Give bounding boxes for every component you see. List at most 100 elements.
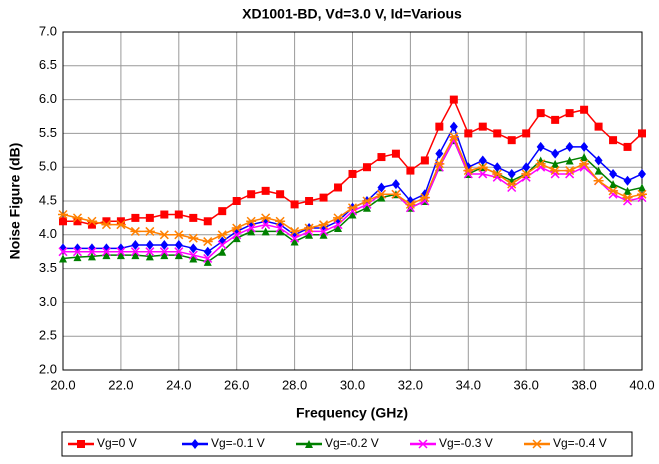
marker	[333, 213, 344, 223]
marker	[58, 209, 68, 220]
marker	[377, 193, 386, 202]
marker	[218, 207, 227, 216]
marker	[275, 216, 286, 226]
marker	[492, 169, 503, 179]
marker	[232, 197, 241, 205]
marker	[174, 251, 183, 260]
marker	[131, 239, 140, 250]
marker	[536, 109, 545, 118]
marker	[377, 153, 386, 162]
marker	[638, 183, 646, 192]
marker	[159, 247, 169, 257]
marker	[102, 251, 111, 260]
marker	[160, 210, 169, 219]
y-tick-label: 4.0	[39, 226, 57, 241]
marker	[246, 216, 257, 226]
marker	[564, 166, 575, 176]
marker	[174, 210, 183, 219]
marker	[638, 168, 646, 179]
marker	[87, 252, 96, 261]
marker	[405, 199, 416, 209]
marker	[348, 210, 357, 219]
marker	[348, 169, 357, 178]
marker	[116, 243, 125, 254]
marker	[522, 162, 531, 173]
marker	[362, 203, 371, 212]
marker	[622, 193, 633, 203]
marker	[87, 243, 96, 254]
x-axis-label: Frequency (GHz)	[296, 405, 408, 421]
marker	[477, 162, 488, 172]
marker	[145, 247, 155, 257]
marker	[73, 217, 82, 226]
y-axis-label: Noise Figure (dB)	[7, 143, 23, 260]
marker	[419, 193, 430, 203]
marker	[609, 168, 618, 179]
marker	[218, 247, 227, 256]
marker	[72, 213, 83, 223]
marker	[580, 153, 589, 162]
x-tick-label: 24.0	[166, 377, 191, 392]
marker	[551, 115, 560, 124]
marker	[334, 183, 343, 192]
marker	[189, 213, 198, 222]
marker	[276, 190, 285, 199]
marker	[580, 105, 589, 114]
marker	[73, 253, 82, 262]
marker	[435, 148, 444, 159]
marker	[59, 243, 67, 254]
legend-label: Vg=-0.4 V	[553, 436, 607, 450]
marker	[623, 175, 632, 186]
marker	[608, 186, 619, 196]
marker	[551, 159, 560, 168]
marker	[188, 250, 198, 260]
x-tick-label: 22.0	[108, 377, 133, 392]
marker	[580, 141, 589, 152]
marker	[391, 179, 400, 190]
marker	[361, 196, 372, 206]
marker	[59, 254, 67, 263]
marker	[73, 243, 82, 254]
marker	[189, 243, 198, 254]
marker	[507, 168, 516, 179]
marker	[202, 237, 213, 247]
marker	[145, 239, 154, 250]
marker	[102, 217, 111, 226]
marker	[535, 159, 546, 169]
marker	[87, 247, 97, 257]
x-tick-label: 20.0	[50, 377, 75, 392]
marker	[189, 254, 198, 263]
marker	[448, 132, 459, 142]
marker	[623, 142, 632, 151]
marker	[72, 247, 83, 257]
x-tick-label: 32.0	[398, 377, 423, 392]
marker	[318, 220, 329, 230]
marker	[116, 217, 125, 226]
marker	[521, 169, 532, 179]
marker	[290, 200, 299, 209]
x-tick-label: 26.0	[224, 377, 249, 392]
marker	[160, 251, 169, 260]
marker	[261, 220, 271, 230]
marker	[261, 227, 270, 236]
marker	[203, 246, 212, 257]
y-tick-label: 6.0	[39, 91, 57, 106]
series	[58, 132, 647, 247]
marker	[145, 213, 154, 222]
marker	[101, 247, 111, 257]
y-tick-label: 2.5	[39, 328, 57, 343]
plot-border	[62, 31, 643, 371]
marker	[58, 247, 68, 257]
marker	[159, 230, 170, 240]
marker	[116, 247, 126, 257]
marker	[304, 223, 315, 233]
series	[59, 95, 646, 229]
y-tick-label: 4.5	[39, 192, 57, 207]
marker	[86, 216, 97, 226]
marker	[478, 122, 487, 131]
marker	[638, 129, 646, 138]
marker	[594, 122, 603, 131]
marker	[232, 230, 242, 240]
marker	[217, 230, 228, 240]
